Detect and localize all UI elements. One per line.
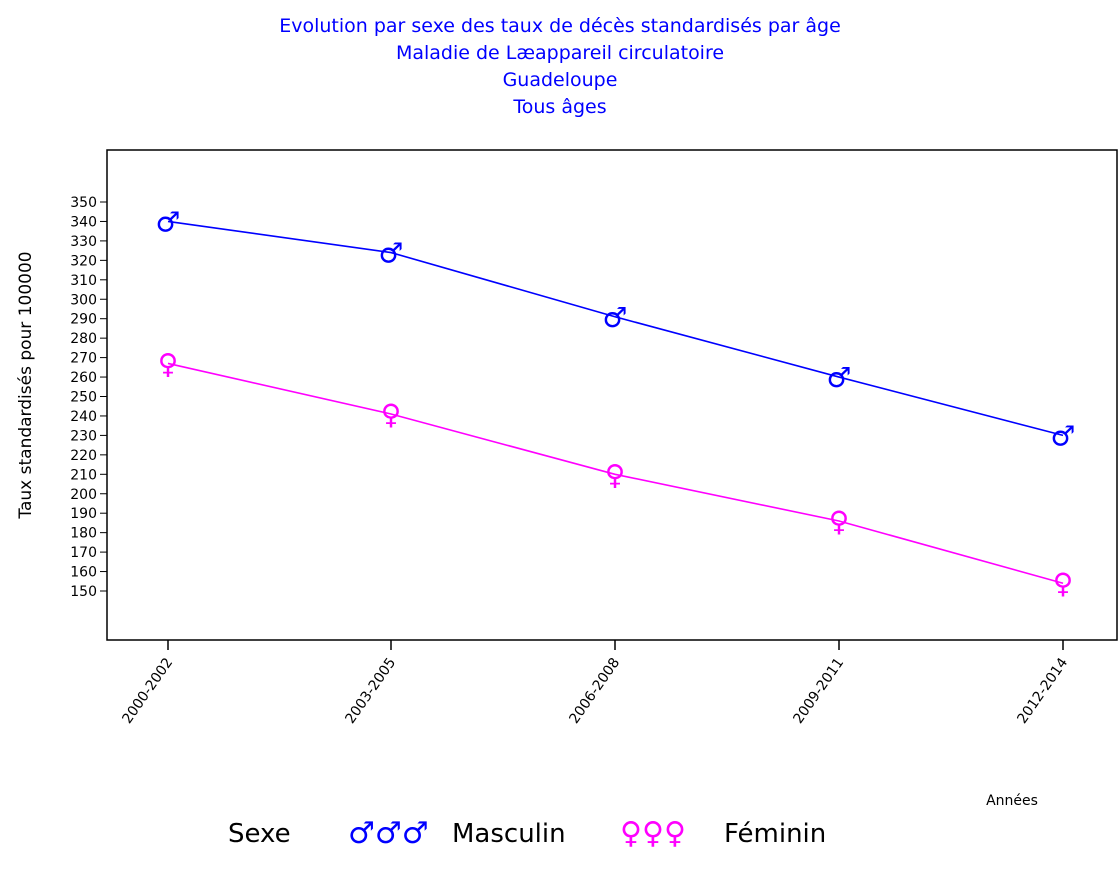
female-symbol-icon: ♀ [381, 398, 402, 431]
y-tick-label: 220 [70, 448, 97, 464]
legend-items: ♂♂♂ Masculin ♀♀♀ Féminin [348, 816, 826, 851]
chart-title: Evolution par sexe des taux de décès sta… [279, 15, 841, 118]
y-tick-label: 170 [70, 545, 97, 561]
female-symbol-icon: ♀ [829, 505, 850, 538]
y-tick-label: 320 [70, 253, 97, 269]
chart-title-line: Evolution par sexe des taux de décès sta… [279, 15, 841, 37]
male-symbol-icon: ♂ [1050, 419, 1075, 452]
series-masculin: ♂ ♂ ♂ ♂ ♂ [155, 205, 1075, 452]
male-symbol-icon: ♂ [602, 301, 627, 334]
y-tick-label: 200 [70, 487, 97, 503]
male-symbol-icon: ♂♂♂ [348, 816, 429, 851]
female-symbol-icon: ♀ [1053, 567, 1074, 600]
y-tick-label: 190 [70, 506, 97, 522]
x-tick-label: 2006-2008 [566, 655, 623, 727]
y-tick-label: 150 [70, 584, 97, 600]
y-tick-label: 330 [70, 234, 97, 250]
chart-title-line: Maladie de Læappareil circulatoire [396, 42, 724, 64]
series-féminin: ♀ ♀ ♀ ♀ ♀ [158, 347, 1074, 600]
y-tick-label: 290 [70, 312, 97, 328]
legend-title: Sexe [228, 819, 291, 849]
series-line [167, 220, 1064, 437]
male-symbol-icon: ♂ [155, 205, 180, 238]
y-tick-label: 230 [70, 428, 97, 444]
y-tick-label: 340 [70, 214, 97, 230]
x-tick-label: 2003-2005 [342, 655, 399, 727]
x-tick-label: 2009-2011 [790, 655, 847, 727]
legend-item-masculin: ♂♂♂ Masculin [348, 816, 566, 851]
y-tick-label: 260 [70, 370, 97, 386]
legend-label: Masculin [452, 819, 566, 849]
male-symbol-icon: ♂ [826, 361, 851, 394]
x-tick-label: 2012-2014 [1014, 655, 1071, 727]
y-tick-label: 280 [70, 331, 97, 347]
female-symbol-icon: ♀♀♀ [620, 816, 686, 851]
y-axis-label: Taux standardisés pour 100000 [16, 251, 36, 519]
plot-frame [106, 149, 1118, 641]
y-tick-label: 270 [70, 351, 97, 367]
y-tick-label: 160 [70, 565, 97, 581]
series-line [167, 362, 1064, 584]
x-axis: 2000-2002 2003-2005 2006-2008 2009-2011 2012… [119, 640, 1071, 727]
male-symbol-icon: ♂ [378, 237, 403, 270]
female-symbol-icon: ♀ [158, 347, 179, 380]
chart-title-line: Guadeloupe [503, 69, 618, 91]
y-tick-label: 350 [70, 195, 97, 211]
y-axis: 150 160 170 180 190 200 210 220 230 240 250 260 270 2… [70, 195, 107, 600]
legend-item-féminin: ♀♀♀ Féminin [620, 816, 826, 851]
series-group: ♂ ♂ ♂ ♂ ♂ ♀ ♀ ♀ ♀ ♀ [155, 205, 1075, 600]
y-tick-label: 310 [70, 273, 97, 289]
legend-label: Féminin [724, 819, 826, 849]
y-tick-label: 240 [70, 409, 97, 425]
x-axis-label: Années [986, 793, 1038, 809]
y-tick-label: 180 [70, 526, 97, 542]
y-tick-label: 300 [70, 292, 97, 308]
x-tick-label: 2000-2002 [119, 655, 176, 727]
legend: Sexe ♂♂♂ Masculin ♀♀♀ Féminin [228, 816, 826, 851]
y-tick-label: 250 [70, 390, 97, 406]
y-tick-label: 210 [70, 467, 97, 483]
female-symbol-icon: ♀ [605, 458, 626, 491]
chart-title-line: Tous âges [512, 96, 606, 118]
